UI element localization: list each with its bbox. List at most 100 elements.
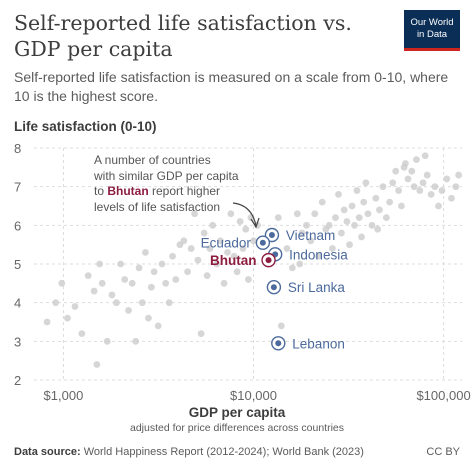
- data-point[interactable]: [448, 194, 455, 202]
- data-point[interactable]: [296, 260, 304, 268]
- data-point[interactable]: [230, 252, 238, 260]
- data-point[interactable]: [113, 299, 120, 307]
- data-point[interactable]: [311, 210, 319, 218]
- data-point[interactable]: [337, 229, 345, 237]
- data-point[interactable]: [142, 249, 149, 256]
- data-point[interactable]: [455, 171, 463, 179]
- data-point[interactable]: [194, 256, 202, 264]
- data-point[interactable]: [395, 187, 403, 194]
- data-point[interactable]: [125, 307, 132, 314]
- point-vietnam[interactable]: [268, 232, 275, 238]
- data-point[interactable]: [184, 268, 191, 276]
- data-point[interactable]: [343, 218, 351, 225]
- data-point[interactable]: [96, 260, 104, 268]
- data-point[interactable]: [138, 299, 146, 307]
- data-point[interactable]: [236, 218, 244, 225]
- data-point[interactable]: [165, 299, 173, 307]
- data-point[interactable]: [64, 314, 71, 322]
- data-point[interactable]: [452, 183, 460, 191]
- data-point[interactable]: [413, 156, 420, 164]
- data-point[interactable]: [408, 167, 416, 175]
- owid-logo[interactable]: Our World in Data: [404, 10, 460, 51]
- data-point[interactable]: [303, 221, 310, 229]
- data-point[interactable]: [443, 175, 451, 183]
- data-point[interactable]: [220, 279, 228, 287]
- data-point[interactable]: [410, 183, 418, 191]
- data-point[interactable]: [355, 214, 363, 222]
- data-point[interactable]: [203, 272, 211, 279]
- data-point[interactable]: [200, 229, 208, 237]
- data-point[interactable]: [328, 245, 336, 252]
- data-point[interactable]: [416, 187, 424, 194]
- data-point[interactable]: [242, 225, 250, 233]
- data-point[interactable]: [187, 245, 195, 252]
- data-point[interactable]: [169, 252, 176, 260]
- data-point[interactable]: [431, 183, 439, 191]
- data-point[interactable]: [307, 237, 315, 245]
- data-point[interactable]: [239, 245, 247, 252]
- data-point[interactable]: [158, 260, 166, 268]
- data-point[interactable]: [335, 191, 342, 198]
- data-point[interactable]: [364, 210, 372, 218]
- data-point[interactable]: [98, 279, 106, 287]
- data-point[interactable]: [404, 175, 412, 183]
- data-point[interactable]: [128, 279, 136, 287]
- data-point[interactable]: [438, 187, 446, 194]
- data-point[interactable]: [325, 221, 333, 229]
- data-point[interactable]: [154, 322, 162, 330]
- data-point[interactable]: [392, 167, 400, 175]
- data-point[interactable]: [150, 268, 158, 276]
- data-point[interactable]: [162, 279, 170, 287]
- data-point[interactable]: [389, 179, 397, 187]
- data-point[interactable]: [277, 322, 285, 330]
- data-point[interactable]: [398, 202, 405, 210]
- data-point[interactable]: [374, 225, 382, 233]
- data-point[interactable]: [348, 202, 356, 210]
- data-point[interactable]: [90, 287, 98, 295]
- data-point[interactable]: [288, 264, 296, 272]
- data-point[interactable]: [332, 214, 339, 222]
- data-point[interactable]: [372, 194, 380, 202]
- data-point[interactable]: [435, 202, 442, 210]
- data-point[interactable]: [191, 210, 199, 218]
- data-point[interactable]: [351, 221, 358, 229]
- data-point[interactable]: [340, 206, 348, 214]
- data-point[interactable]: [274, 214, 282, 222]
- data-point[interactable]: [421, 152, 429, 160]
- point-lebanon[interactable]: [275, 340, 282, 347]
- data-point[interactable]: [376, 206, 383, 214]
- data-point[interactable]: [427, 191, 435, 198]
- data-point[interactable]: [233, 268, 241, 276]
- data-point[interactable]: [58, 279, 66, 287]
- data-point[interactable]: [206, 245, 214, 252]
- data-point[interactable]: [315, 252, 322, 260]
- data-point[interactable]: [419, 179, 427, 187]
- data-point[interactable]: [217, 237, 224, 245]
- data-point[interactable]: [245, 276, 252, 283]
- data-point[interactable]: [227, 210, 235, 218]
- data-point[interactable]: [132, 337, 140, 345]
- license-label[interactable]: CC BY: [426, 446, 460, 458]
- data-point[interactable]: [197, 330, 205, 337]
- data-point[interactable]: [147, 283, 155, 291]
- source-text[interactable]: World Happiness Report (2012-2024); Worl…: [83, 446, 364, 458]
- data-point[interactable]: [43, 318, 51, 326]
- data-point[interactable]: [346, 241, 353, 249]
- data-point[interactable]: [298, 229, 306, 237]
- data-point[interactable]: [379, 183, 387, 191]
- data-point[interactable]: [423, 171, 431, 179]
- data-point[interactable]: [172, 276, 180, 283]
- data-point[interactable]: [117, 260, 125, 268]
- data-point[interactable]: [283, 245, 291, 252]
- data-point[interactable]: [52, 299, 60, 307]
- data-point[interactable]: [135, 264, 143, 272]
- data-point[interactable]: [382, 214, 390, 222]
- data-point[interactable]: [180, 237, 188, 245]
- data-point[interactable]: [358, 233, 365, 241]
- data-point[interactable]: [368, 221, 376, 229]
- data-point[interactable]: [386, 198, 394, 206]
- data-point[interactable]: [209, 221, 217, 229]
- data-point[interactable]: [318, 198, 326, 206]
- point-bhutan[interactable]: [265, 257, 272, 264]
- data-point[interactable]: [224, 249, 231, 256]
